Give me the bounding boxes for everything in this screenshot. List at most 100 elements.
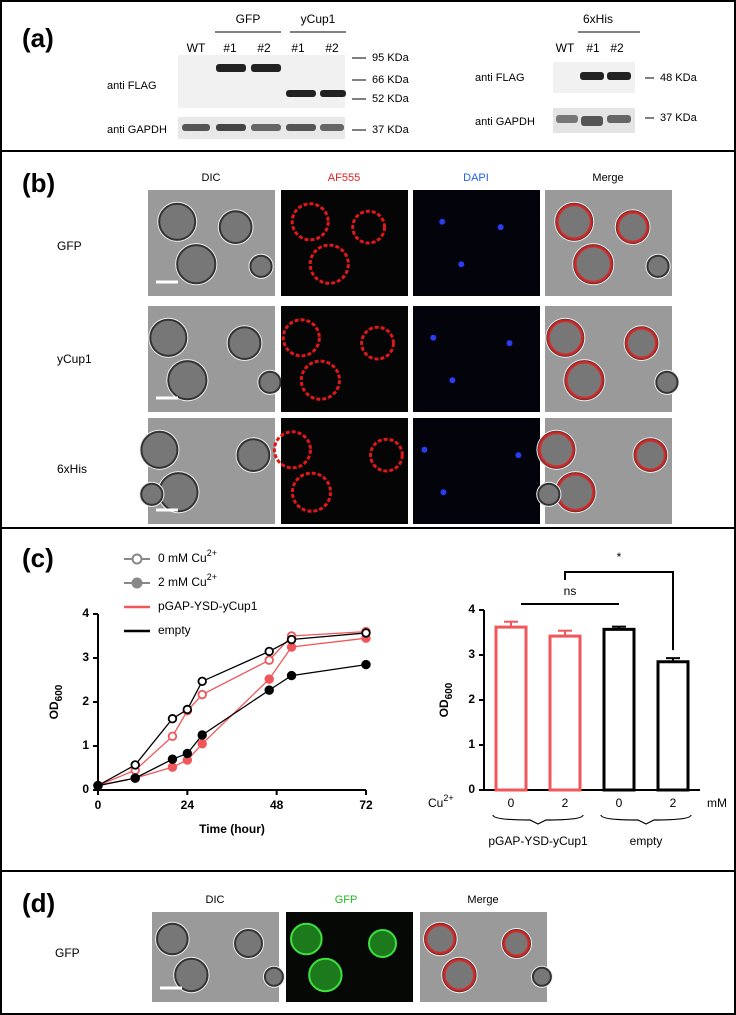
x-tick-label: 0 — [508, 796, 515, 810]
marker-label: 52 KDa — [372, 93, 410, 105]
data-point — [182, 748, 193, 759]
cell-stain — [360, 325, 395, 361]
legend-label: empty — [158, 623, 191, 637]
column-label: Merge — [592, 172, 623, 184]
data-point — [197, 739, 207, 749]
cell-stain — [272, 430, 312, 470]
lane-label: #2 — [257, 41, 271, 55]
data-point — [361, 659, 371, 670]
cell — [158, 202, 197, 241]
row-label: anti GAPDH — [107, 124, 167, 136]
y-tick-label: 3 — [82, 650, 89, 664]
nucleus — [506, 340, 513, 347]
cell — [140, 430, 179, 469]
x-tick-label: 72 — [359, 798, 373, 812]
cell-stain — [281, 318, 321, 358]
bar — [548, 634, 582, 792]
data-point — [286, 642, 297, 652]
y-axis-label-sub: 600 — [54, 684, 65, 701]
series-line — [97, 637, 367, 787]
y-tick-label: 1 — [82, 738, 89, 752]
row-label: anti FLAG — [107, 80, 157, 92]
column-label: Merge — [467, 894, 498, 906]
significance-label: ns — [564, 584, 577, 598]
cell — [646, 254, 670, 278]
y-axis-label: OD600 — [437, 682, 454, 717]
nucleus — [515, 452, 522, 459]
group-label: pGAP-YSD-yCup1 — [488, 834, 588, 848]
panel-label: (b) — [22, 168, 55, 198]
legend-text: empty — [158, 623, 191, 637]
lane-label: WT — [556, 41, 575, 55]
group-label: empty — [630, 834, 663, 848]
legend-swatch — [131, 577, 143, 589]
data-point — [167, 731, 178, 742]
cell-stain — [502, 929, 531, 958]
micrograph — [413, 190, 540, 296]
nucleus — [458, 261, 465, 268]
cell — [258, 370, 282, 394]
legend-text: 2 mM Cu — [158, 575, 207, 589]
lane-label: #2 — [610, 41, 624, 55]
cell-stain — [537, 431, 575, 469]
micrograph — [413, 418, 540, 524]
data-point — [167, 762, 178, 772]
lane-label: #1 — [223, 41, 237, 55]
x-tick-label: 2 — [670, 796, 677, 810]
legend-label: pGAP-YSD-yCup1 — [158, 599, 258, 613]
cell — [655, 370, 679, 394]
significance-bracket — [564, 571, 674, 651]
marker-label: 95 KDa — [372, 52, 410, 64]
data-point — [182, 704, 193, 715]
y-tick-label: 1 — [468, 737, 475, 751]
bar — [656, 660, 690, 792]
cell-stain — [369, 437, 404, 473]
column-label: GFP — [335, 894, 358, 906]
x-tick-label: 24 — [181, 798, 195, 812]
cell-stain — [308, 243, 350, 285]
column-label: DIC — [206, 894, 225, 906]
y-axis-label-sub: 600 — [444, 682, 455, 699]
y-tick-label: 4 — [468, 602, 475, 616]
row-label: yCup1 — [57, 352, 92, 366]
cell-stain — [424, 923, 457, 955]
significance-label: * — [617, 550, 622, 564]
bar — [494, 625, 528, 792]
data-point — [197, 689, 207, 700]
cell-stain — [634, 438, 667, 472]
x-axis-label: Time (hour) — [199, 822, 265, 836]
data-point — [264, 646, 274, 657]
bar — [602, 627, 636, 792]
legend-label: 2 mM Cu2+ — [158, 572, 217, 589]
blot — [178, 55, 345, 108]
y-axis-label-text: OD — [47, 701, 61, 719]
data-point — [264, 685, 274, 695]
micrograph — [281, 306, 408, 412]
y-axis-label: OD600 — [47, 684, 64, 719]
column-label: DIC — [202, 172, 221, 184]
cell-stain — [368, 929, 398, 958]
group-bracket — [600, 814, 692, 825]
cell-stain — [299, 359, 341, 401]
lane-label: #1 — [291, 41, 305, 55]
legend-text: pGAP-YSD-yCup1 — [158, 599, 258, 613]
cell — [537, 482, 561, 506]
cell — [176, 244, 217, 285]
panel-label: (a) — [22, 23, 54, 53]
legend-text: 0 mM Cu — [158, 551, 207, 565]
nucleus — [430, 334, 437, 341]
cell — [531, 966, 552, 987]
data-point — [361, 628, 371, 638]
cell — [167, 360, 208, 401]
data-point — [130, 760, 140, 770]
cell-stain — [564, 360, 604, 400]
cell-stain — [290, 471, 333, 513]
cell-stain — [625, 326, 658, 360]
cell-stain — [442, 958, 477, 992]
cell — [227, 326, 262, 361]
cell — [174, 957, 209, 993]
data-point — [264, 674, 274, 684]
panel-label: (c) — [22, 543, 54, 573]
